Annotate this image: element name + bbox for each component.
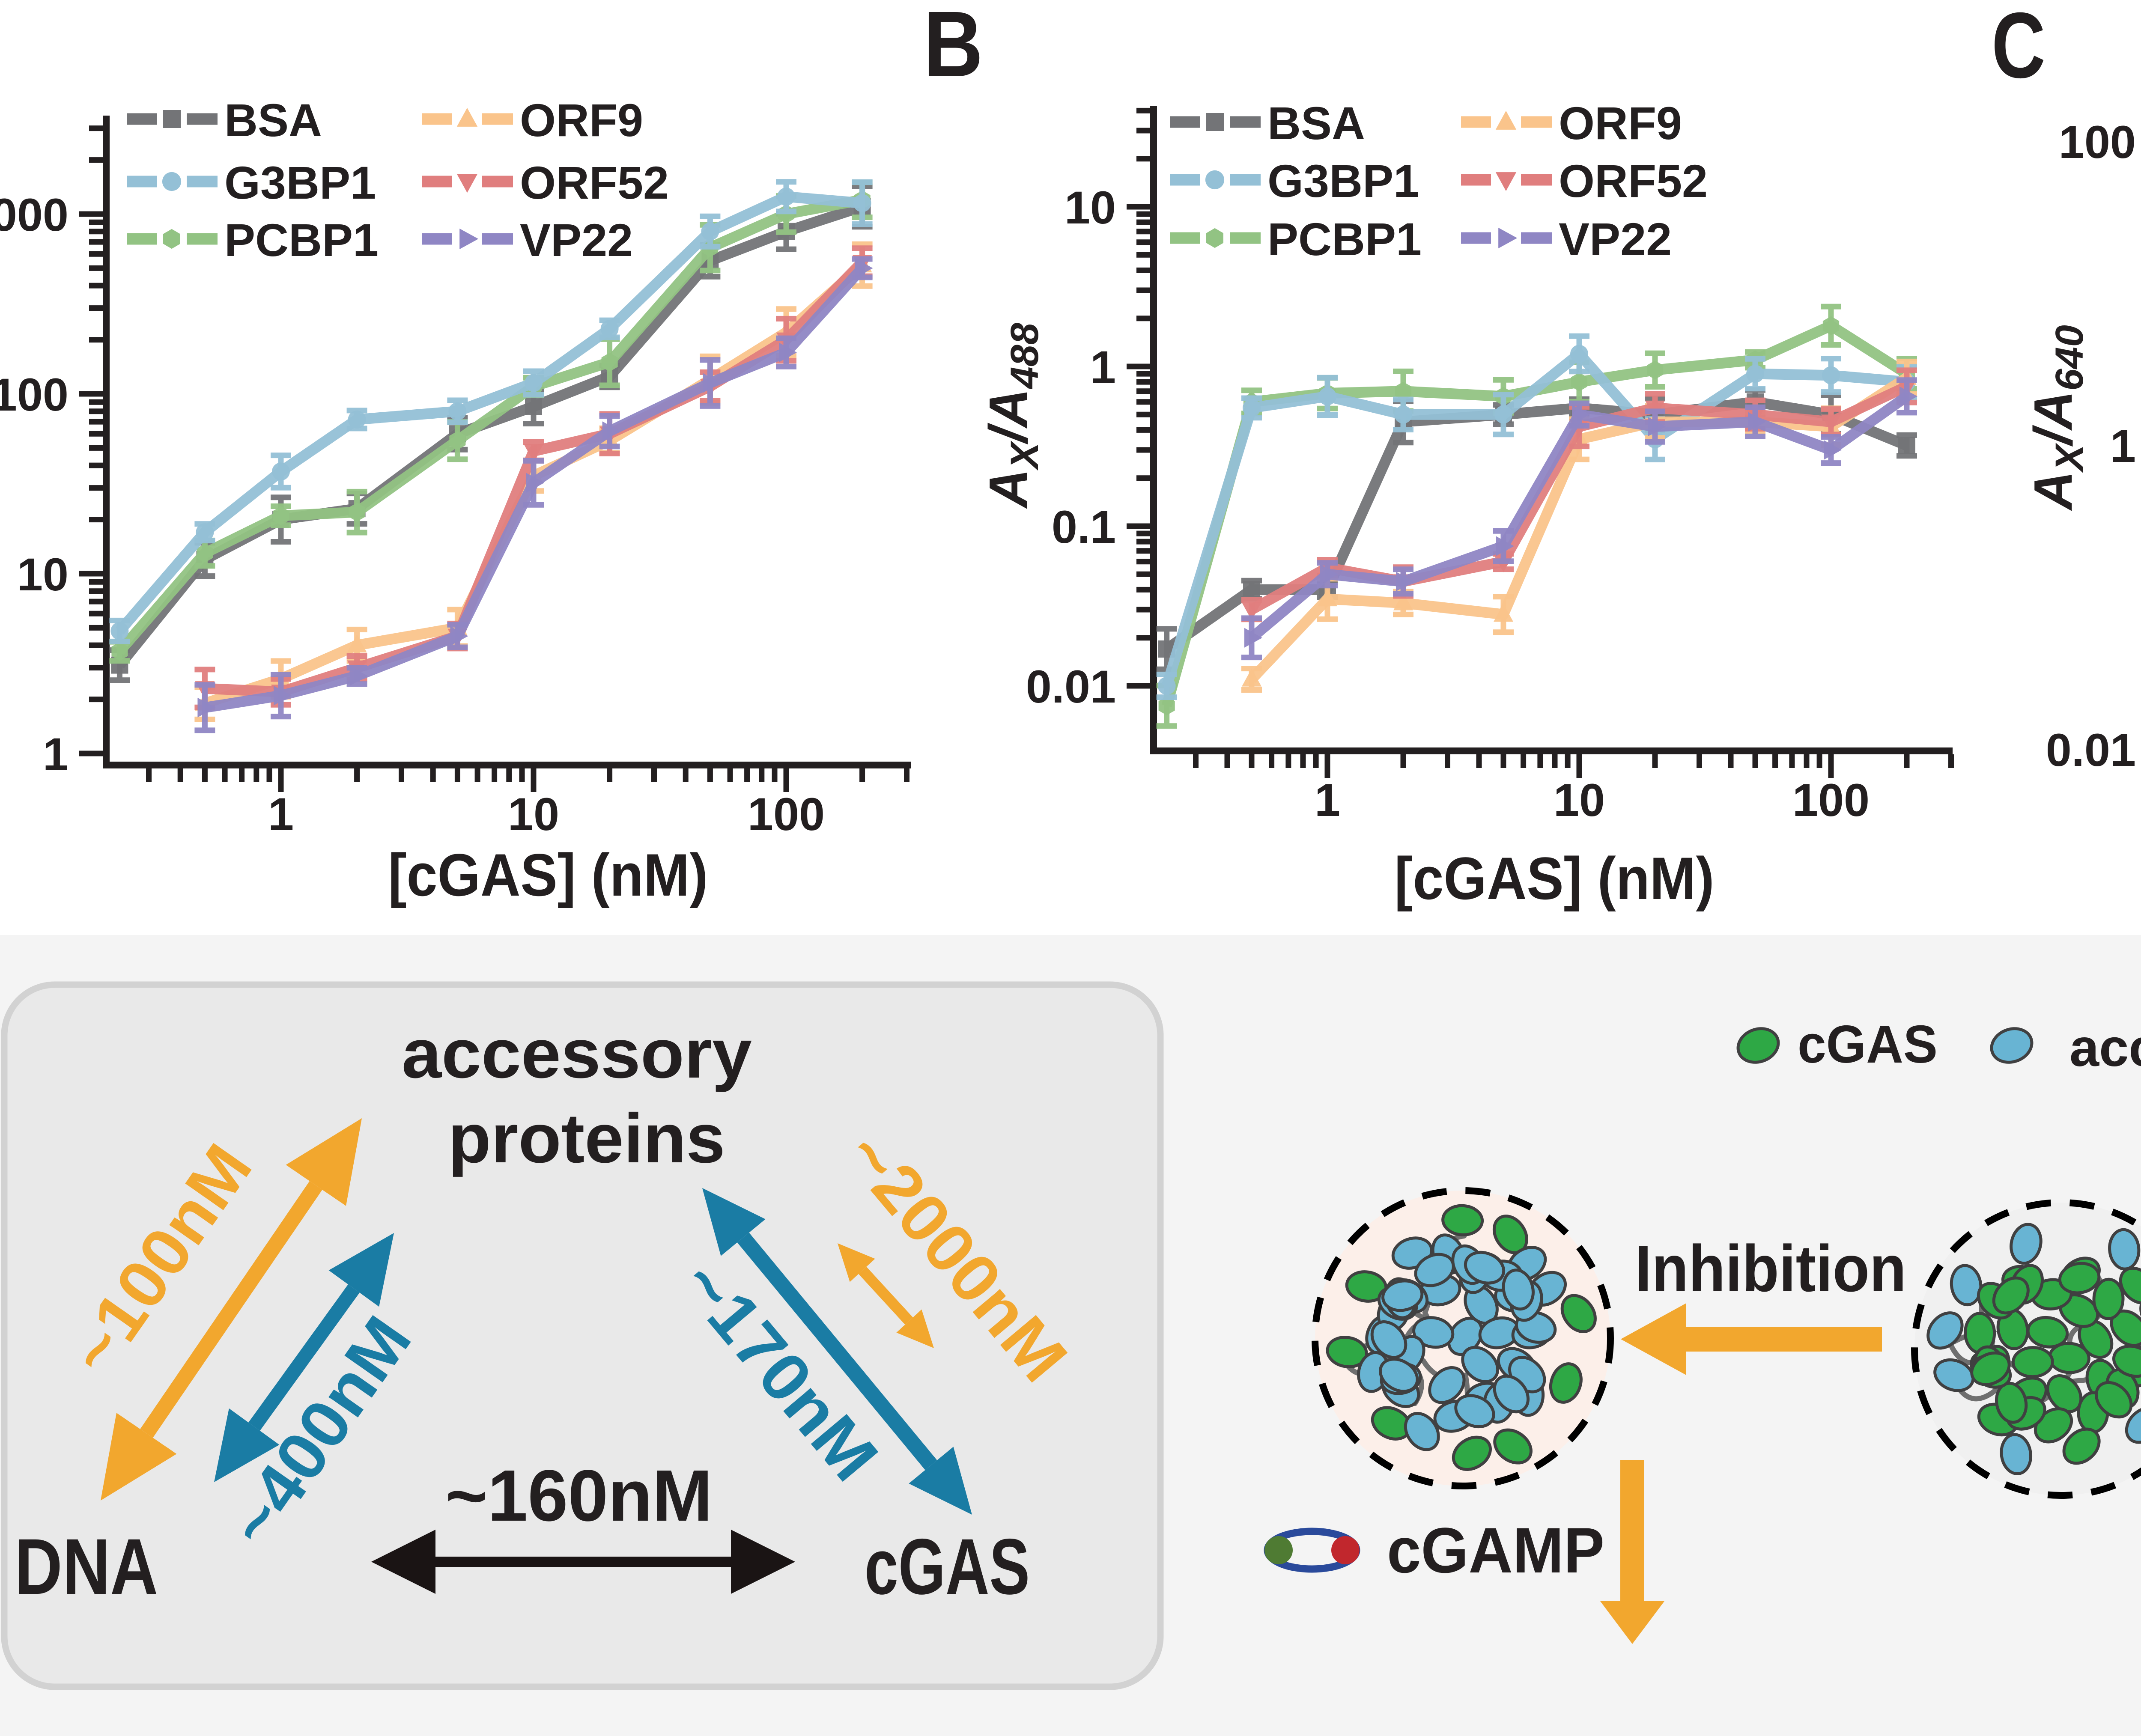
svg-text:DNA: DNA	[15, 1523, 158, 1611]
svg-text:BSA: BSA	[1267, 97, 1365, 149]
svg-text:1: 1	[1315, 774, 1340, 826]
svg-text:1: 1	[2110, 420, 2136, 472]
svg-text:BSA: BSA	[224, 94, 322, 146]
svg-text:cGAS: cGAS	[1798, 1015, 1938, 1074]
svg-text:[cGAS] (nM): [cGAS] (nM)	[1395, 845, 1715, 912]
svg-text:AX/A488: AX/A488	[978, 322, 1047, 509]
svg-text:accessory: accessory	[402, 1014, 752, 1093]
svg-text:G3BP1: G3BP1	[1267, 155, 1419, 207]
svg-text:PCBP1: PCBP1	[1267, 213, 1422, 265]
svg-text:ORF52: ORF52	[1559, 155, 1708, 207]
svg-text:10: 10	[17, 548, 69, 600]
svg-text:1: 1	[1090, 341, 1116, 393]
svg-text:[cGAS] (nM): [cGAS] (nM)	[388, 841, 708, 908]
svg-text:1: 1	[268, 788, 294, 840]
svg-text:1: 1	[43, 728, 69, 780]
svg-text:PCBP1: PCBP1	[224, 214, 379, 266]
svg-text:0.1: 0.1	[1052, 501, 1116, 553]
svg-text:G3BP1: G3BP1	[224, 157, 376, 208]
svg-text:accessory proteins: accessory proteins	[2069, 1018, 2141, 1078]
svg-text:ORF52: ORF52	[520, 157, 669, 208]
svg-text:proteins: proteins	[448, 1099, 725, 1177]
svg-text:C: C	[1992, 0, 2046, 98]
svg-text:0.01: 0.01	[2046, 724, 2136, 776]
svg-text:~160nM: ~160nM	[445, 1455, 713, 1536]
svg-text:0.01: 0.01	[1026, 661, 1116, 712]
svg-text:100: 100	[2059, 116, 2136, 168]
svg-text:B: B	[923, 0, 983, 96]
svg-text:Inhibition: Inhibition	[1635, 1232, 1906, 1305]
svg-text:10: 10	[1554, 774, 1605, 826]
svg-text:10: 10	[508, 788, 559, 840]
svg-text:100: 100	[748, 788, 825, 840]
svg-text:100: 100	[1792, 774, 1870, 826]
svg-text:VP22: VP22	[520, 214, 633, 266]
svg-text:ORF9: ORF9	[1559, 97, 1682, 149]
svg-text:cGAMP: cGAMP	[1387, 1514, 1604, 1586]
svg-text:VP22: VP22	[1559, 213, 1672, 265]
svg-text:100: 100	[0, 369, 69, 420]
svg-text:cGAS: cGAS	[865, 1523, 1030, 1611]
svg-text:10: 10	[1065, 182, 1116, 233]
svg-text:ORF9: ORF9	[520, 94, 643, 146]
